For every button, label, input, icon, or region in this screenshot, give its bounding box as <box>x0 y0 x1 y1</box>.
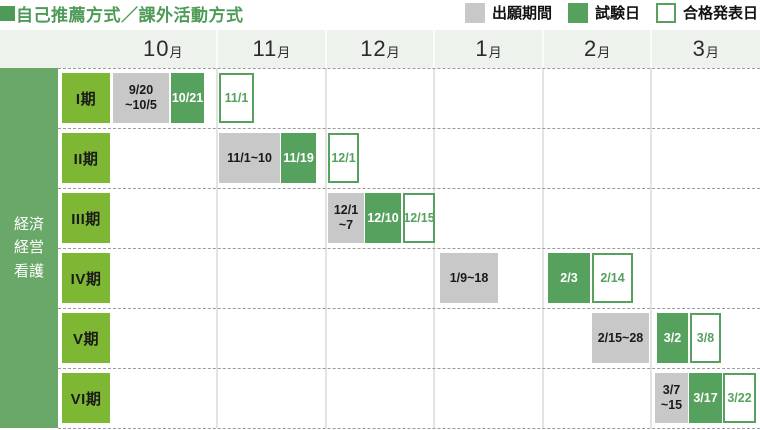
legend-swatch-exam-icon <box>567 2 588 23</box>
month-unit: 月 <box>705 44 719 60</box>
event-box-result: 2/14 <box>592 253 633 303</box>
period-label: I期 <box>62 73 110 123</box>
event-box-apply: 3/7 ~15 <box>655 373 688 423</box>
month-number: 11 <box>252 36 278 61</box>
schedule-board: 10 月 11 月 12 月 1 月 2 月 3 月 経済 経営 看護 I期 9/20 ~10/5 10/… <box>0 30 760 429</box>
period-label: IV期 <box>62 253 110 303</box>
month-number: 10 <box>143 36 170 61</box>
period-label: VI期 <box>62 373 110 423</box>
event-box-exam: 12/10 <box>365 193 401 243</box>
row-divider <box>58 308 760 309</box>
period-label: V期 <box>62 313 110 363</box>
month-label: 11 月 <box>217 30 326 68</box>
event-box-result: 3/8 <box>690 313 721 363</box>
row-divider <box>58 188 760 189</box>
month-number: 1 <box>475 36 489 61</box>
month-label: 10 月 <box>109 30 218 68</box>
legend-item-result: 合格発表日 <box>655 2 758 23</box>
top-bar: 自己推薦方式／課外活動方式 出願期間 試験日 合格発表日 <box>0 0 760 30</box>
event-box-result: 3/22 <box>723 373 756 423</box>
row-divider <box>58 368 760 369</box>
event-box-apply: 2/15~28 <box>592 313 649 363</box>
month-number: 12 <box>360 36 387 61</box>
legend-item-apply: 出願期間 <box>464 2 552 23</box>
column-divider <box>541 30 544 428</box>
legend-label: 合格発表日 <box>682 5 758 22</box>
month-number: 3 <box>692 36 706 61</box>
legend-swatch-apply-icon <box>464 2 485 23</box>
event-box-exam: 2/3 <box>548 253 590 303</box>
event-box-apply: 9/20 ~10/5 <box>113 73 169 123</box>
faculty-label: 経済 経営 看護 <box>13 216 44 280</box>
event-box-exam: 10/21 <box>171 73 204 123</box>
event-box-exam: 3/2 <box>657 313 688 363</box>
month-unit: 月 <box>277 44 291 60</box>
column-divider <box>650 30 653 428</box>
legend: 出願期間 試験日 合格発表日 <box>449 2 758 23</box>
column-divider <box>216 30 219 428</box>
row-divider <box>58 428 760 429</box>
event-box-exam: 11/19 <box>281 133 316 183</box>
event-box-apply: 12/1 ~7 <box>328 193 364 243</box>
event-box-result: 12/15 <box>403 193 435 243</box>
row-divider <box>58 68 760 69</box>
legend-item-exam: 試験日 <box>567 2 640 23</box>
title-square-icon <box>0 6 15 21</box>
legend-label: 試験日 <box>594 5 640 22</box>
month-number: 2 <box>583 36 598 61</box>
event-box-apply: 11/1~10 <box>219 133 280 183</box>
month-header-row: 10 月 11 月 12 月 1 月 2 月 3 月 <box>0 30 760 68</box>
event-box-result: 12/1 <box>328 133 359 183</box>
event-box-exam: 3/17 <box>689 373 722 423</box>
month-label: 12 月 <box>326 30 435 68</box>
row-divider <box>58 248 760 249</box>
legend-swatch-result-icon <box>655 2 676 23</box>
page-title: 自己推薦方式／課外活動方式 <box>0 1 244 26</box>
row-divider <box>58 128 760 129</box>
event-box-apply: 1/9~18 <box>440 253 498 303</box>
page-title-text: 自己推薦方式／課外活動方式 <box>16 6 244 25</box>
period-label: III期 <box>62 193 110 243</box>
month-unit: 月 <box>386 44 400 60</box>
period-label: II期 <box>62 133 110 183</box>
faculty-column: 経済 経営 看護 <box>0 68 58 428</box>
legend-label: 出願期間 <box>491 5 552 22</box>
column-divider <box>324 30 327 428</box>
month-unit: 月 <box>597 44 611 60</box>
month-unit: 月 <box>169 44 183 60</box>
month-unit: 月 <box>488 44 502 60</box>
event-box-result: 11/1 <box>219 73 254 123</box>
